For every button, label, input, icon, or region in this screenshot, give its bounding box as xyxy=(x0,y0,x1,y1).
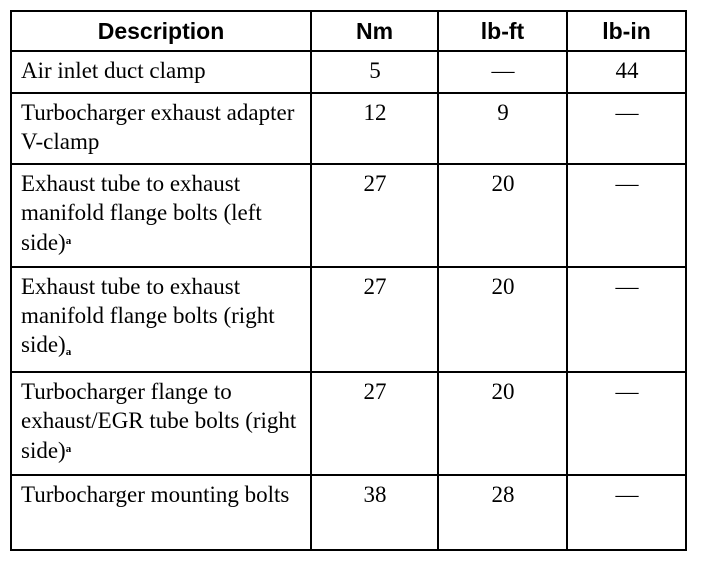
torque-spec-table: Description Nm lb-ft lb-in Air inlet duc… xyxy=(10,10,687,551)
lb-ft-cell: 28 xyxy=(437,474,568,551)
header-lb-in: lb-in xyxy=(566,10,687,52)
description-text: Exhaust tube to exhaust manifold flange … xyxy=(21,171,262,255)
table-row: Turbocharger exhaust adapter V-clamp 12 9— xyxy=(10,92,687,165)
header-description: Description xyxy=(10,10,312,52)
description-cell: Exhaust tube to exhaust manifold flange … xyxy=(10,266,312,373)
lb-in-cell: — xyxy=(566,266,687,373)
nm-cell: 27 xyxy=(310,371,439,476)
lb-in-cell: — xyxy=(566,474,687,551)
description-text: Air inlet duct clamp xyxy=(21,58,206,83)
lb-ft-cell: 20 xyxy=(437,266,568,373)
description-text: Turbocharger flange to exhaust/EGR tube … xyxy=(21,379,297,463)
table-row: Exhaust tube to exhaust manifold flange … xyxy=(10,163,687,268)
description-text: Exhaust tube to exhaust manifold flange … xyxy=(21,274,275,357)
lb-in-cell: — xyxy=(566,371,687,476)
table-row: Turbocharger flange to exhaust/EGR tube … xyxy=(10,371,687,476)
nm-cell: 5 xyxy=(310,50,439,94)
description-text: Turbocharger mounting bolts xyxy=(21,482,290,507)
header-nm: Nm xyxy=(310,10,439,52)
description-text: Turbocharger exhaust adapter V-clamp xyxy=(21,100,295,154)
lb-in-cell: 44 xyxy=(566,50,687,94)
lb-ft-cell: 9 xyxy=(437,92,568,165)
description-cell: Turbocharger exhaust adapter V-clamp xyxy=(10,92,312,165)
table-row: Air inlet duct clamp 5—44 xyxy=(10,50,687,94)
table-row: Turbocharger mounting bolts 38 28— xyxy=(10,474,687,551)
lb-ft-cell: 20 xyxy=(437,371,568,476)
description-cell: Turbocharger mounting bolts xyxy=(10,474,312,551)
description-cell: Exhaust tube to exhaust manifold flange … xyxy=(10,163,312,268)
header-lb-ft: lb-ft xyxy=(437,10,568,52)
lb-in-cell: — xyxy=(566,163,687,268)
table-row: Exhaust tube to exhaust manifold flange … xyxy=(10,266,687,373)
nm-cell: 12 xyxy=(310,92,439,165)
footnote-marker: a xyxy=(65,443,72,455)
nm-cell: 27 xyxy=(310,266,439,373)
header-row: Description Nm lb-ft lb-in xyxy=(10,10,687,52)
description-cell: Air inlet duct clamp xyxy=(10,50,312,94)
footnote-marker: a xyxy=(65,346,72,358)
nm-cell: 27 xyxy=(310,163,439,268)
description-cell: Turbocharger flange to exhaust/EGR tube … xyxy=(10,371,312,476)
footnote-marker: a xyxy=(65,235,72,247)
lb-ft-cell: 20 xyxy=(437,163,568,268)
lb-ft-cell: — xyxy=(437,50,568,94)
lb-in-cell: — xyxy=(566,92,687,165)
nm-cell: 38 xyxy=(310,474,439,551)
